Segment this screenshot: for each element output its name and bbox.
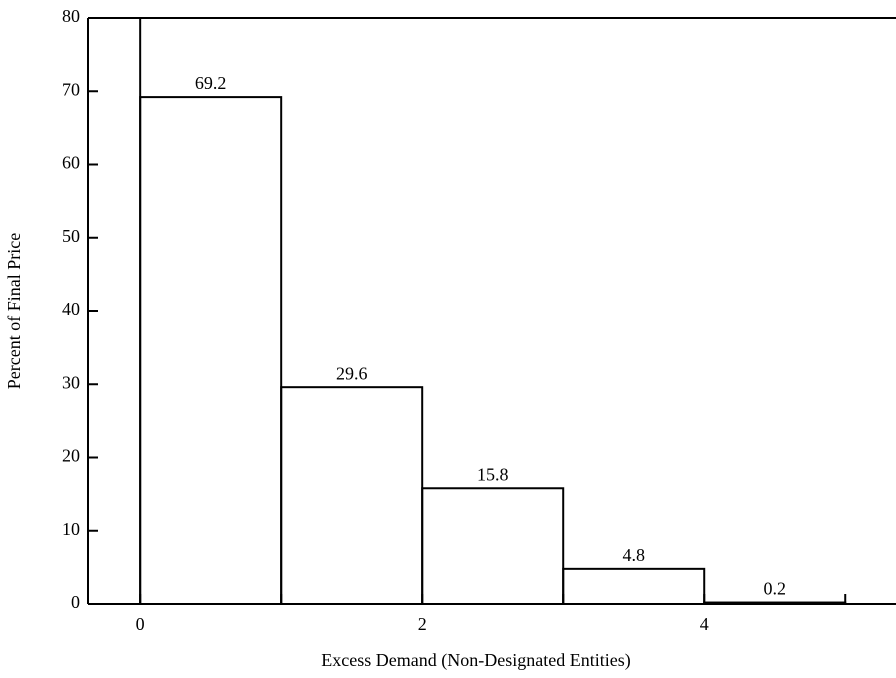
- bar: [421, 487, 565, 606]
- bar: [703, 601, 847, 605]
- y-tick-label: 0: [71, 592, 80, 612]
- y-tick-label: 40: [62, 299, 80, 319]
- y-axis-label: Percent of Final Price: [4, 233, 24, 389]
- y-tick-label: 50: [62, 226, 80, 246]
- y-tick-label: 60: [62, 153, 80, 173]
- y-tick-label: 20: [62, 446, 80, 466]
- bar: [139, 96, 283, 606]
- y-tick-label: 10: [62, 519, 80, 539]
- value-label: 15.8: [477, 464, 509, 484]
- value-label: 4.8: [622, 545, 645, 565]
- value-label: 69.2: [195, 73, 227, 93]
- value-label: 0.2: [763, 579, 786, 599]
- y-tick-label: 80: [62, 6, 80, 26]
- x-tick-label: 4: [700, 614, 709, 634]
- bar: [562, 567, 706, 606]
- value-label: 29.6: [336, 363, 368, 383]
- y-tick-label: 30: [62, 372, 80, 392]
- y-tick-label: 70: [62, 79, 80, 99]
- x-tick-label: 2: [418, 614, 427, 634]
- x-tick-label: 0: [136, 614, 145, 634]
- x-axis-label: Excess Demand (Non-Designated Entities): [321, 650, 630, 671]
- bar: [280, 386, 424, 605]
